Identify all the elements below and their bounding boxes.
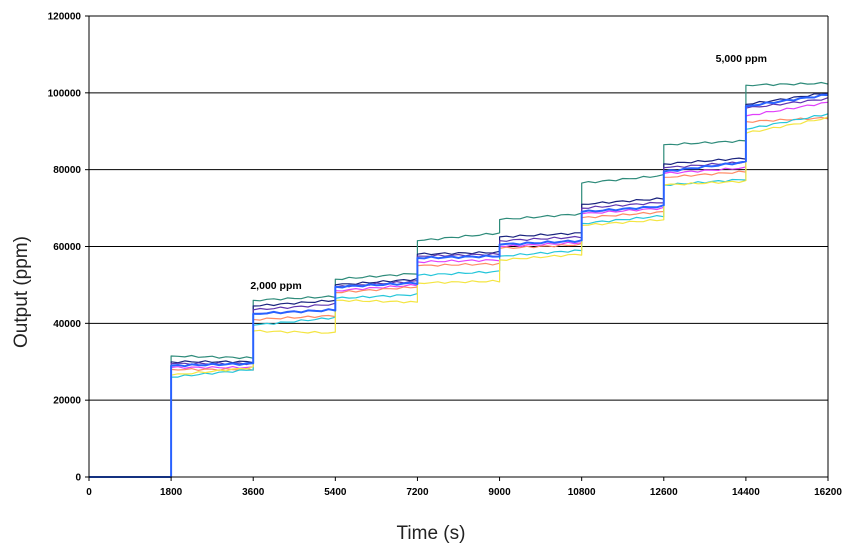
annotations: 2,000 ppm 5,000 ppm [250,53,767,292]
ticks: 0 20000 40000 60000 80000 100000 120000 0 1800 36… [48,12,843,499]
annotation-label: 2,000 ppm [250,280,301,292]
y-tick-label: 80000 [53,165,81,176]
x-tick-label: 9000 [488,487,511,498]
series-line [89,116,829,478]
y-axis-title: Output (ppm) [11,236,32,348]
x-tick-label: 10800 [568,487,596,498]
series-line [89,81,829,478]
x-tick-label: 12600 [650,487,678,498]
series-line [89,116,829,478]
x-tick-label: 0 [86,487,92,498]
y-tick-label: 100000 [48,88,82,99]
y-tick-label: 40000 [53,319,81,330]
y-tick-label: 60000 [53,242,81,253]
series-line [89,101,829,478]
y-tick-label: 120000 [48,12,82,23]
series-line [89,97,829,478]
series-line [89,113,829,478]
series-line [89,92,829,478]
x-tick-label: 3600 [242,487,265,498]
x-tick-label: 5400 [324,487,347,498]
x-axis-title: Time (s) [397,523,466,544]
series-line [89,93,829,478]
grid [89,15,828,401]
x-tick-label: 16200 [814,487,842,498]
y-tick-label: 0 [75,473,81,484]
x-tick-label: 1800 [160,487,183,498]
x-tick-label: 14400 [732,487,760,498]
x-tick-label: 7200 [406,487,429,498]
series-group [89,81,829,478]
annotation-label: 5,000 ppm [716,53,767,65]
y-tick-label: 20000 [53,396,81,407]
